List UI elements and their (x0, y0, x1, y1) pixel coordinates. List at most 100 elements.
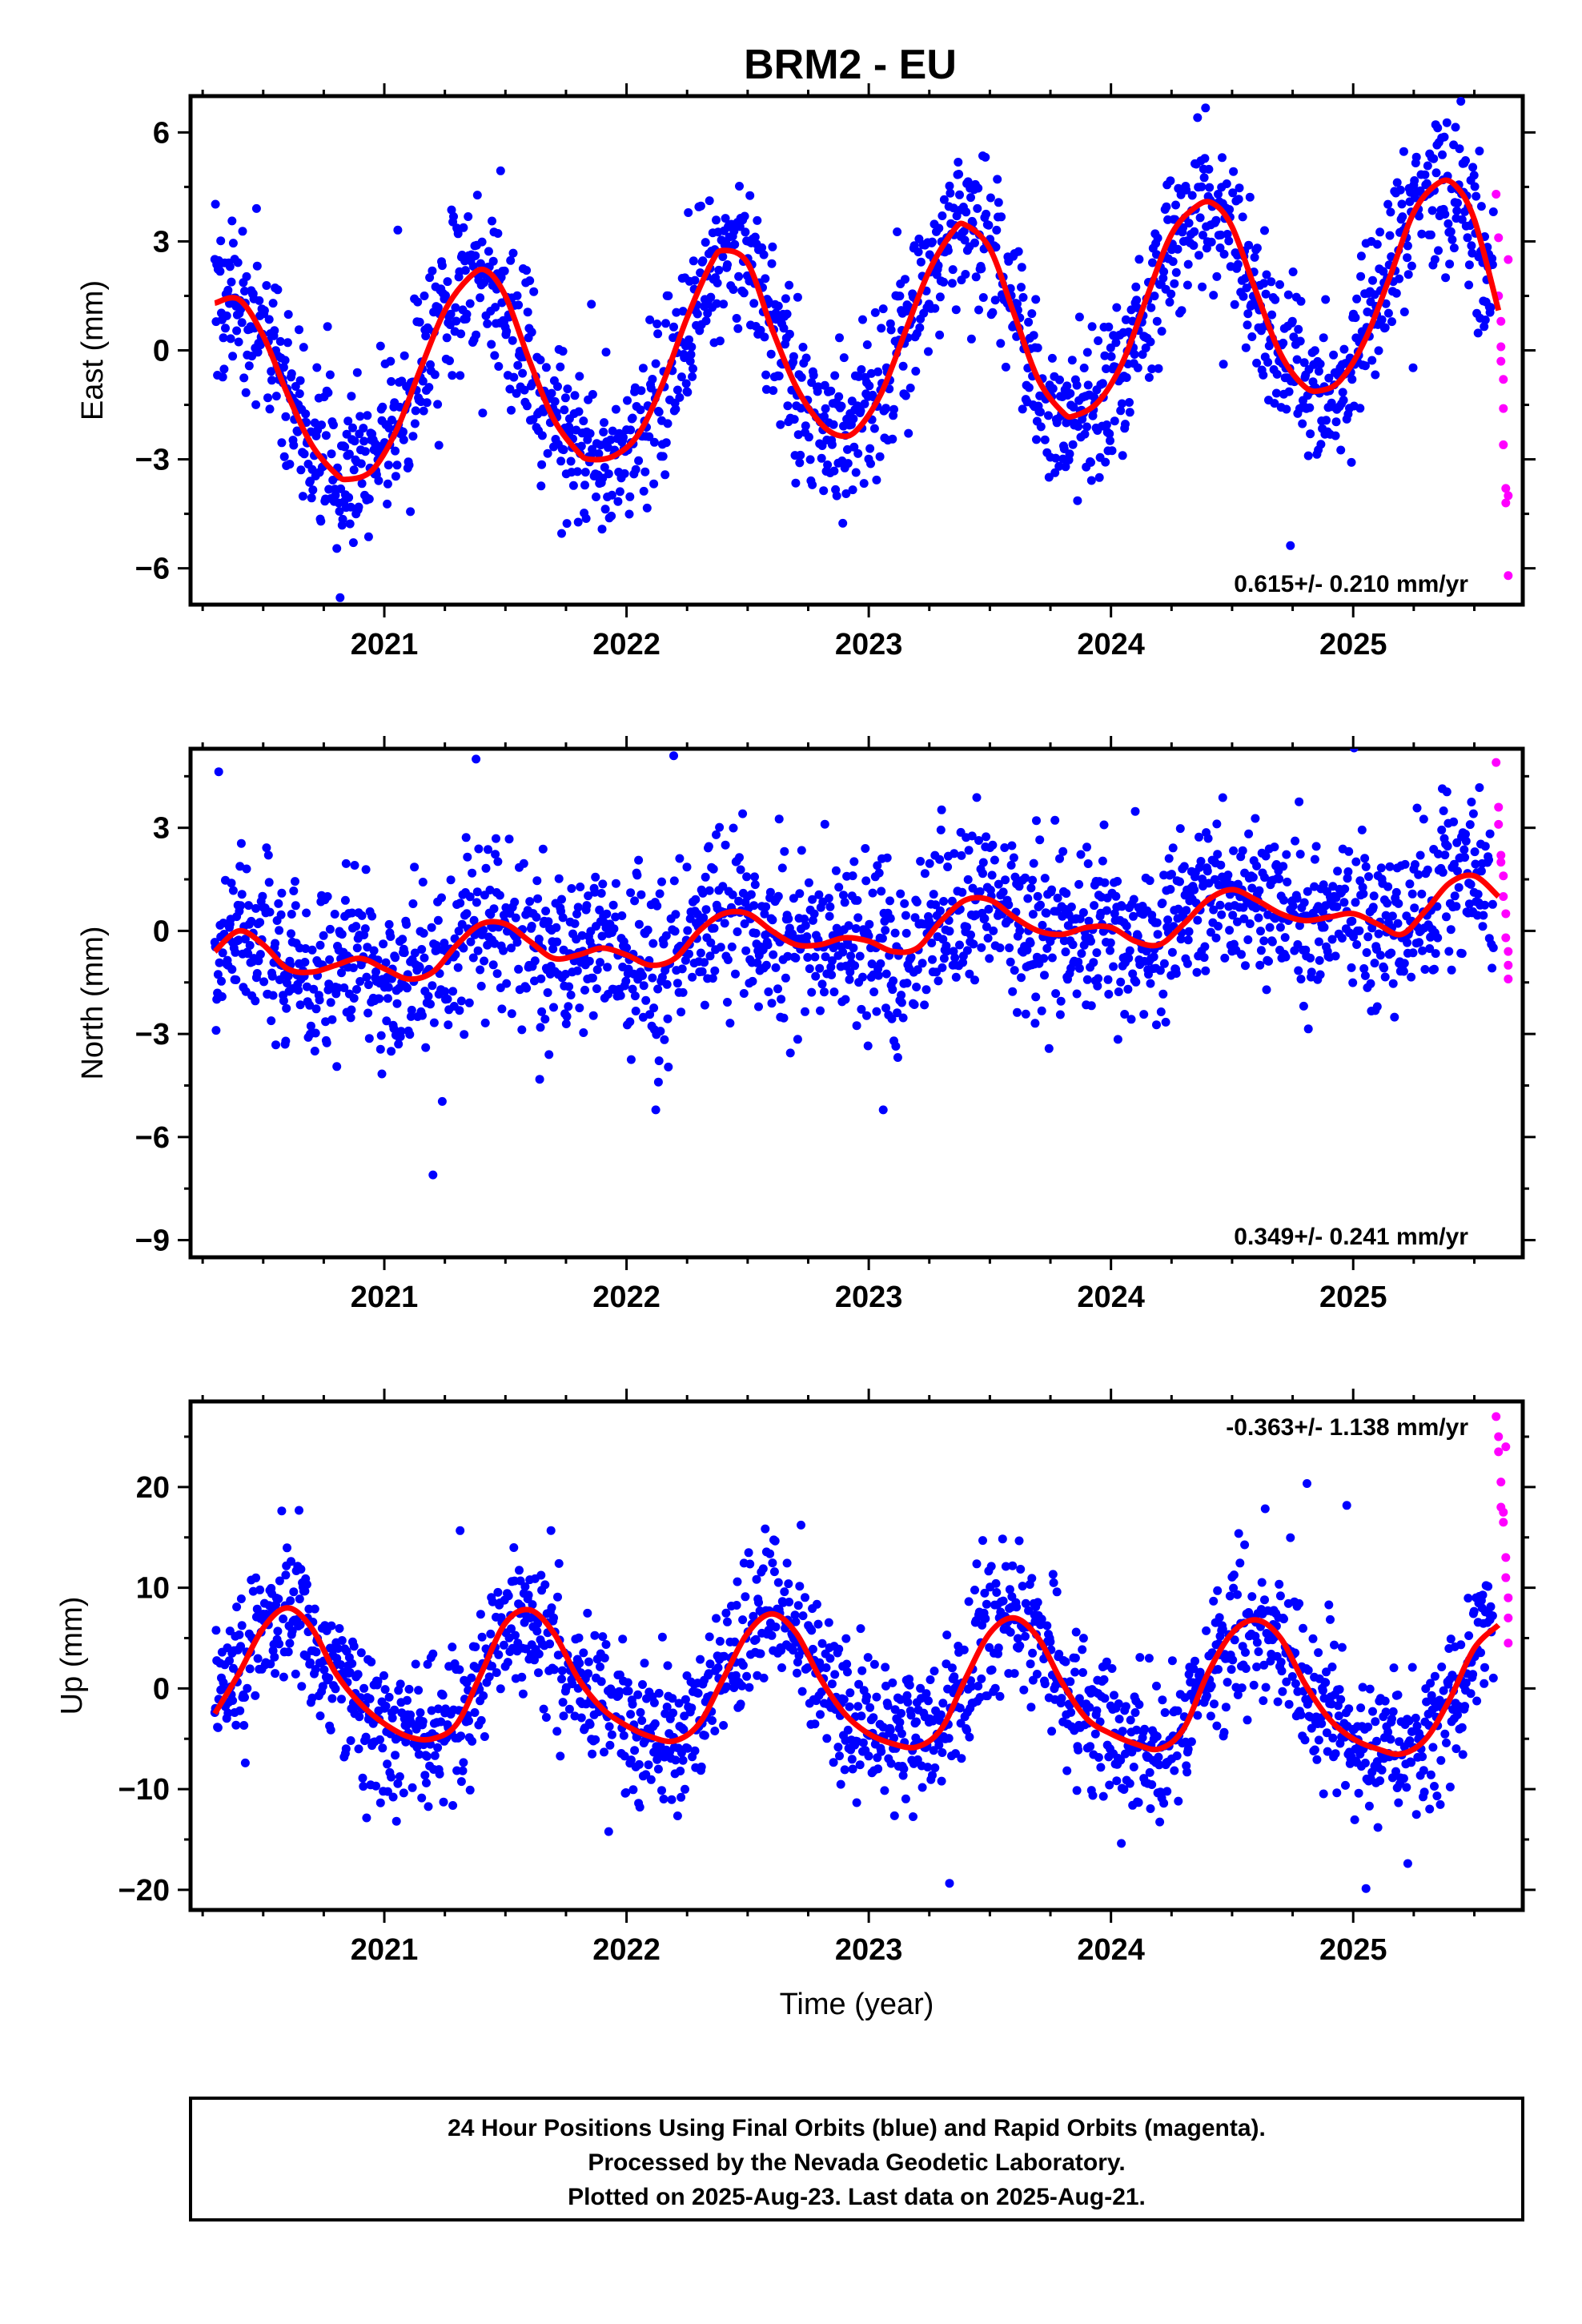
up-final-point (435, 1769, 444, 1779)
north-final-point (1359, 964, 1369, 973)
east-final-point (961, 270, 970, 279)
north-final-point (811, 971, 821, 981)
east-final-point (1121, 420, 1130, 429)
north-final-point (700, 958, 709, 967)
north-final-point (315, 940, 325, 950)
north-final-point (1139, 1010, 1149, 1019)
north-final-point (1331, 951, 1340, 961)
north-final-point (1243, 935, 1253, 944)
north-rapid-point (1496, 850, 1506, 860)
east-final-point (360, 447, 370, 456)
east-final-point (219, 333, 228, 343)
east-final-point (683, 388, 693, 397)
east-final-point (905, 384, 915, 392)
east-final-point (383, 499, 392, 509)
east-final-point (954, 170, 964, 179)
east-final-point (1147, 364, 1157, 374)
north-final-point (1111, 891, 1121, 901)
up-x-tick-label: 2024 (1077, 1933, 1145, 1967)
up-final-point (752, 1574, 761, 1584)
north-final-point (558, 913, 568, 923)
up-final-point (965, 1732, 974, 1742)
north-final-point (1466, 879, 1476, 889)
east-final-point (1150, 292, 1159, 301)
east-final-point (502, 327, 512, 336)
north-final-point (1090, 901, 1099, 911)
north-final-point (454, 927, 464, 936)
east-final-point (661, 319, 670, 328)
north-final-point (785, 1048, 795, 1058)
north-final-point (530, 976, 539, 986)
up-final-point (381, 1701, 391, 1711)
east-final-point (594, 449, 604, 458)
east-final-point (387, 376, 396, 386)
east-final-point (1275, 279, 1284, 289)
up-final-point (559, 1711, 568, 1721)
east-final-point (1050, 468, 1060, 477)
east-final-point (760, 332, 769, 342)
east-final-point (684, 208, 693, 217)
up-final-point (579, 1648, 588, 1658)
up-final-point (554, 1558, 564, 1568)
up-final-point (1018, 1582, 1027, 1591)
north-final-point (1211, 933, 1221, 943)
up-final-point (484, 1672, 494, 1682)
up-final-point (947, 1663, 957, 1673)
north-rapid-point (1494, 819, 1504, 829)
up-final-point (336, 1660, 346, 1670)
east-final-point (345, 519, 355, 529)
east-final-point (719, 300, 729, 309)
north-final-point (1332, 902, 1342, 911)
up-final-point (620, 1751, 629, 1761)
up-final-point (341, 1744, 351, 1754)
up-final-point (697, 1762, 706, 1771)
east-final-point (1321, 295, 1331, 304)
north-final-point (881, 1003, 890, 1013)
north-final-point (1031, 992, 1041, 1002)
north-final-point (311, 1004, 321, 1014)
north-final-point (504, 834, 514, 844)
north-final-point (391, 953, 400, 963)
north-final-point (398, 935, 408, 944)
up-final-point (744, 1548, 753, 1558)
east-final-point (764, 296, 773, 306)
east-final-point (1018, 404, 1027, 414)
north-final-point (1182, 906, 1191, 915)
north-final-point (705, 951, 715, 961)
north-final-point (211, 1026, 221, 1035)
east-final-point (753, 215, 762, 225)
east-final-point (661, 438, 671, 448)
east-model-curve (214, 177, 1502, 483)
east-final-point (211, 199, 220, 209)
north-final-point (781, 973, 790, 983)
up-final-point (570, 1711, 580, 1721)
east-final-point (1480, 322, 1489, 332)
east-final-point (1133, 363, 1142, 372)
north-final-point (809, 909, 819, 919)
north-rapid-point (1504, 974, 1513, 983)
up-final-point (864, 1751, 873, 1761)
up-final-point (978, 1620, 987, 1630)
north-final-point (580, 985, 589, 995)
north-final-point (902, 979, 912, 988)
east-final-point (1121, 315, 1130, 324)
up-final-point (253, 1654, 263, 1663)
north-final-point (258, 891, 267, 901)
east-final-point (1377, 315, 1387, 324)
up-final-point (619, 1731, 628, 1740)
east-final-point (1339, 396, 1348, 405)
up-final-point (635, 1803, 644, 1812)
east-final-point (343, 416, 353, 426)
east-final-point (782, 309, 792, 319)
north-final-point (428, 1170, 438, 1180)
east-final-point (491, 303, 500, 312)
up-final-point (628, 1785, 638, 1795)
east-final-point (1430, 255, 1439, 264)
east-final-point (346, 502, 355, 512)
north-final-point (1245, 919, 1255, 928)
north-final-point (877, 887, 886, 896)
north-final-point (632, 870, 642, 880)
east-final-point (1224, 236, 1234, 246)
north-final-point (440, 987, 450, 996)
up-final-point (433, 1743, 443, 1752)
